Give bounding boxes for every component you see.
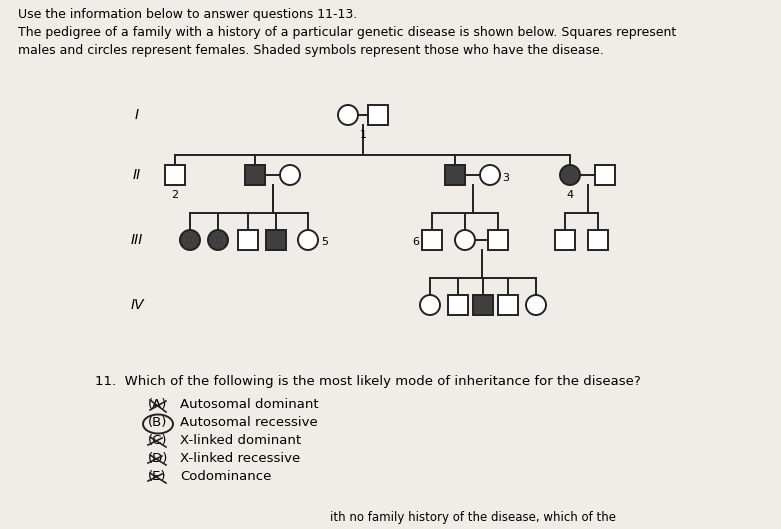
Text: III: III [130, 233, 143, 247]
Text: Codominance: Codominance [180, 470, 271, 483]
Bar [445, 165, 465, 185]
Circle shape [560, 165, 580, 185]
Text: 6: 6 [412, 237, 419, 247]
Circle shape [455, 230, 475, 250]
Bar [473, 295, 493, 315]
Circle shape [480, 165, 500, 185]
Bar [266, 230, 286, 250]
Text: X-linked dominant: X-linked dominant [180, 434, 301, 447]
Bar [555, 230, 575, 250]
Text: I: I [135, 108, 139, 122]
Text: ith no family history of the disease, which of the: ith no family history of the disease, wh… [330, 511, 616, 524]
Text: (C): (C) [148, 434, 167, 447]
Bar [595, 165, 615, 185]
Circle shape [208, 230, 228, 250]
Text: (B): (B) [148, 416, 167, 429]
Bar [448, 295, 468, 315]
Text: (E): (E) [148, 470, 166, 483]
Text: IV: IV [130, 298, 144, 312]
Text: Autosomal dominant: Autosomal dominant [180, 398, 319, 411]
Text: 4: 4 [566, 190, 573, 200]
Circle shape [526, 295, 546, 315]
Text: Autosomal recessive: Autosomal recessive [180, 416, 318, 429]
Text: Use the information below to answer questions 11-13.: Use the information below to answer ques… [18, 8, 357, 21]
Text: males and circles represent females. Shaded symbols represent those who have the: males and circles represent females. Sha… [18, 44, 604, 57]
Text: The pedigree of a family with a history of a particular genetic disease is shown: The pedigree of a family with a history … [18, 26, 676, 39]
Text: 11.  Which of the following is the most likely mode of inheritance for the disea: 11. Which of the following is the most l… [95, 375, 640, 388]
Text: X-linked recessive: X-linked recessive [180, 452, 300, 465]
Bar [245, 165, 265, 185]
Text: 1: 1 [359, 130, 366, 140]
Bar [165, 165, 185, 185]
Bar [488, 230, 508, 250]
Circle shape [298, 230, 318, 250]
Bar [498, 295, 518, 315]
Bar [238, 230, 258, 250]
Circle shape [280, 165, 300, 185]
Bar [422, 230, 442, 250]
Text: II: II [133, 168, 141, 182]
Bar [368, 105, 388, 125]
Circle shape [420, 295, 440, 315]
Circle shape [338, 105, 358, 125]
Text: 5: 5 [321, 237, 328, 247]
Text: (A): (A) [148, 398, 167, 411]
Bar [588, 230, 608, 250]
Text: 2: 2 [172, 190, 179, 200]
Text: 3: 3 [502, 173, 509, 183]
Circle shape [180, 230, 200, 250]
Text: (D): (D) [148, 452, 169, 465]
